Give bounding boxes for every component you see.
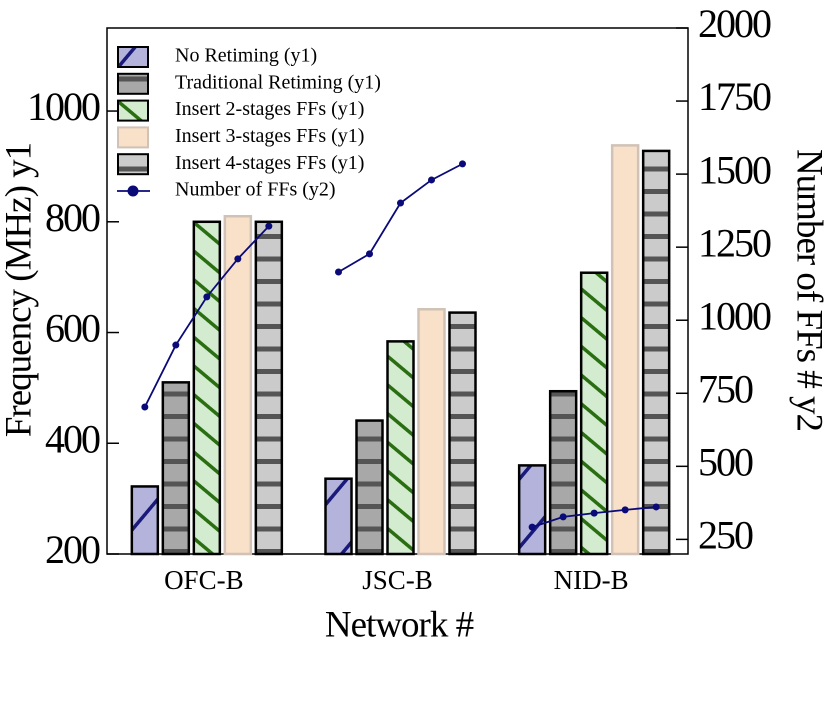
legend-label: Insert 4-stages FFs (y1) [175, 152, 364, 174]
bar [579, 271, 609, 556]
bar [548, 389, 578, 556]
legend-swatch [117, 126, 149, 149]
y2-axis-label: Number of FFs # y2 [789, 149, 829, 431]
y2-tick-label: 1250 [698, 220, 771, 265]
line-marker [366, 250, 373, 258]
y2-tick-label: 1500 [698, 147, 771, 192]
line-marker [172, 341, 180, 349]
bar [324, 477, 353, 556]
bar [417, 308, 446, 556]
legend-label: Insert 3-stages FFs (y1) [175, 125, 364, 147]
line-marker [428, 176, 435, 184]
legend-marker [127, 185, 139, 197]
bar [641, 149, 671, 556]
legend-swatch [117, 46, 149, 68]
y-tick-label: 200 [45, 527, 100, 572]
legend-label: Number of FFs (y2) [175, 179, 336, 201]
legend-label: No Retiming (y1) [175, 45, 317, 67]
y2-tick-label: 1000 [698, 293, 771, 338]
y2-tick-label: 750 [698, 366, 753, 411]
line-marker [265, 222, 273, 230]
bar [161, 381, 191, 556]
bar [448, 311, 477, 556]
bar [355, 419, 384, 556]
x-tick-label: NID-B [554, 565, 629, 595]
line-marker [590, 509, 598, 517]
legend-swatch [117, 72, 149, 95]
y2-tick-label: 500 [698, 440, 753, 485]
bar [517, 464, 547, 556]
line-marker [203, 293, 211, 301]
y-tick-label: 1000 [27, 84, 100, 129]
x-tick-label: JSC-B [362, 565, 433, 595]
y2-tick-label: 1750 [698, 74, 771, 119]
line-marker [397, 199, 404, 207]
bar [254, 220, 284, 556]
line-marker [234, 255, 242, 263]
legend-swatch [117, 99, 149, 122]
line-marker [459, 160, 466, 168]
bar [192, 220, 222, 556]
y-tick-label: 600 [45, 306, 100, 351]
line-marker [652, 503, 660, 511]
line-marker [141, 403, 149, 411]
bar [223, 215, 253, 556]
x-axis-label: Network # [325, 604, 474, 645]
legend-swatch [117, 153, 149, 176]
line-marker [528, 523, 536, 531]
y-tick-label: 800 [45, 195, 100, 240]
y2-tick-label: 2000 [698, 1, 771, 46]
y2-tick-label: 250 [698, 513, 753, 558]
bar [610, 144, 640, 556]
line-marker [559, 513, 567, 521]
bar [130, 485, 160, 556]
y-tick-label: 400 [45, 416, 100, 461]
line [338, 163, 463, 273]
line-marker [621, 506, 629, 514]
legend-label: Insert 2-stages FFs (y1) [175, 98, 364, 120]
line-marker [335, 268, 342, 276]
bar [386, 340, 415, 556]
legend-label: Traditional Retiming (y1) [175, 71, 381, 93]
y-axis-label: Frequency (MHz) y1 [0, 143, 39, 437]
x-tick-label: OFC-B [164, 565, 244, 595]
